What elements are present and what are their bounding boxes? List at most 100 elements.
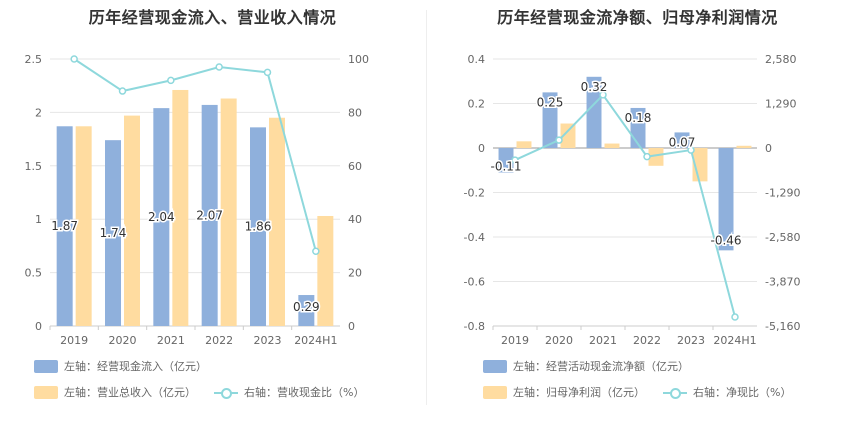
legend-line-marker-icon [663, 386, 687, 399]
data-label: 1.87 [51, 219, 78, 233]
x-tick-label: 2021 [589, 334, 617, 347]
bar [172, 89, 189, 326]
line-point [215, 63, 223, 71]
line-point [599, 91, 607, 99]
y-right-tick-label: 80 [348, 106, 362, 119]
legend-row-2: 左轴：营业总收入（亿元） 右轴：营收现金比（%） [34, 384, 364, 400]
y-right-tick-label: -3,870 [765, 276, 800, 289]
data-label: 0.32 [581, 80, 608, 94]
y-right-tick-label: -5,160 [765, 320, 800, 333]
right-chart-svg: -0.8 -0.6 -0.4 -0.2 0 0.2 0.4 -5,160 -3,870 -2,58… [464, 53, 801, 347]
line-point [70, 55, 78, 63]
legend-swatch-blue [483, 359, 507, 373]
left-chart-panel: 历年经营现金流入、营业收入情况 0 0.5 1 1.5 2 2.5 0 20 40 60 80 100… [25, 8, 370, 400]
series-line [514, 93, 736, 318]
x-tick-label: 2019 [60, 334, 88, 347]
line-point [731, 313, 739, 321]
x-tick-label: 2020 [545, 334, 573, 347]
right-chart-panel: 历年经营现金流净额、归母净利润情况 -0.8 -0.6 -0.4 -0.2 0 0.2 0.… [425, 0, 850, 437]
legend-label: 左轴：归母净利润（亿元） [513, 386, 645, 399]
bar [498, 148, 514, 173]
data-label: 0.07 [669, 135, 696, 149]
y-right-tick-label: -2,580 [765, 231, 800, 244]
y-left-tick-label: 0 [478, 142, 485, 155]
bar [124, 115, 140, 326]
bar [560, 123, 576, 148]
bar [298, 295, 315, 326]
bar [516, 141, 532, 148]
bar [718, 148, 734, 251]
y-right-tick-label: -1,290 [765, 187, 800, 200]
legend-item-cash-ratio[interactable]: 右轴：净现比（%） [663, 384, 791, 400]
y-left-tick-label: -0.8 [464, 320, 485, 333]
line-point [687, 146, 695, 154]
bar [220, 98, 237, 327]
x-tick-label: 2024H1 [294, 334, 337, 347]
legend-item-net-cash[interactable]: 左轴：经营活动现金流净额（亿元） [483, 358, 689, 374]
bar [674, 132, 690, 148]
data-label: 1.86 [245, 220, 272, 234]
legend-item-cash-inflow[interactable]: 左轴：经营现金流入（亿元） [34, 358, 207, 374]
y-left-tick-label: 0.2 [468, 98, 486, 111]
x-tick-label: 2022 [633, 334, 661, 347]
series-line [73, 58, 317, 252]
legend-label: 左轴：经营活动现金流净额（亿元） [513, 360, 689, 373]
chart-title: 历年经营现金流净额、归母净利润情况 [497, 8, 778, 27]
legend-label: 右轴：营收现金比（%） [244, 386, 365, 399]
line-point [263, 68, 272, 77]
x-tick-label: 2024H1 [713, 334, 756, 347]
y-left-tick-label: 1.5 [25, 160, 43, 173]
data-label: 0.18 [625, 111, 652, 125]
y-left-tick-label: 2 [35, 106, 42, 119]
line-point [167, 76, 175, 85]
line-point [312, 247, 320, 255]
y-left-tick-label: 0 [35, 320, 42, 333]
legend-label: 左轴：经营现金流入（亿元） [64, 360, 207, 373]
line-point [555, 136, 563, 144]
data-label: 0.29 [293, 300, 320, 314]
legend-swatch-blue [34, 359, 58, 373]
y-left-tick-label: 2.5 [25, 53, 43, 66]
y-right-tick-label: 60 [348, 160, 362, 173]
legend-item-ratio[interactable]: 右轴：营收现金比（%） [214, 384, 364, 400]
legend-label: 左轴：营业总收入（亿元） [64, 386, 196, 399]
x-tick-label: 2019 [501, 334, 529, 347]
line-point [511, 156, 519, 164]
legend-label: 右轴：净现比（%） [693, 386, 792, 399]
data-label: 2.04 [148, 210, 175, 224]
bar [56, 126, 73, 326]
bar [317, 215, 334, 326]
legend-item-revenue[interactable]: 左轴：营业总收入（亿元） [34, 384, 196, 400]
line-point [643, 152, 651, 161]
y-right-tick-label: 40 [348, 213, 362, 226]
y-left-tick-label: -0.2 [464, 187, 485, 200]
bar [586, 76, 602, 148]
left-chart-svg: 0 0.5 1 1.5 2 2.5 0 20 40 60 80 100 2019 2020 2021 2022… [25, 53, 370, 347]
legend-item-net-profit[interactable]: 左轴：归母净利润（亿元） [483, 384, 645, 400]
data-label: 2.07 [196, 208, 223, 222]
y-left-tick-label: 1 [35, 213, 42, 226]
y-left-tick-label: -0.6 [464, 276, 485, 289]
y-left-tick-label: 0.5 [25, 267, 43, 280]
legend-swatch-orange [34, 385, 58, 399]
y-left-tick-label: 0.4 [468, 53, 486, 66]
data-label: 1.74 [100, 226, 127, 240]
bar [201, 104, 218, 326]
bar [604, 143, 620, 148]
x-tick-label: 2020 [109, 334, 137, 347]
bar [648, 148, 664, 166]
bar [105, 140, 121, 326]
data-label: -0.11 [490, 159, 521, 173]
x-tick-label: 2022 [205, 334, 233, 347]
y-right-tick-label: 20 [348, 267, 362, 280]
y-right-tick-label: 2,580 [765, 53, 797, 66]
legend-row-2: 左轴：归母净利润（亿元） 右轴：净现比（%） [483, 384, 791, 400]
y-right-tick-label: 100 [348, 53, 369, 66]
y-left-tick-label: -0.4 [464, 231, 485, 244]
y-right-tick-label: 0 [348, 320, 355, 333]
x-tick-label: 2023 [677, 334, 705, 347]
bar [250, 127, 266, 327]
bar [269, 117, 285, 327]
legend-line-marker-icon [214, 386, 238, 399]
legend-swatch-orange [483, 385, 507, 399]
